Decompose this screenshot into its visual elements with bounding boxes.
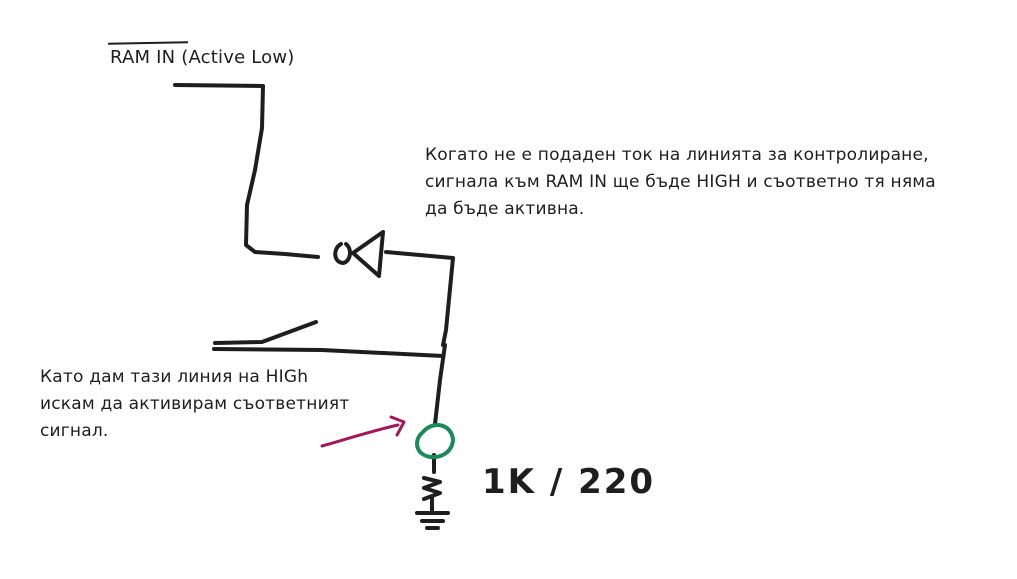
buffer-out-wire [384,250,455,347]
led-circle [415,423,455,460]
note-left: Като дам тази линия на HIGh искам да акт… [40,367,350,441]
arrow-shaft [320,423,400,448]
ram-in-wire [173,83,320,259]
note-top: Когато не е подаден ток на линията за ко… [425,145,936,219]
resistor-value-label: 1K / 220 [482,462,656,502]
control-line-upper [213,320,318,345]
ram-in-label: RAM IN (Active Low) [110,47,295,68]
arrow-head [389,415,406,437]
resistor-zigzag [422,476,442,501]
transistor-stem [433,343,447,426]
pointer-arrow [320,415,406,448]
inverter-triangle [351,230,385,278]
inverter-bubble [333,242,352,265]
control-line-lower [212,347,445,358]
